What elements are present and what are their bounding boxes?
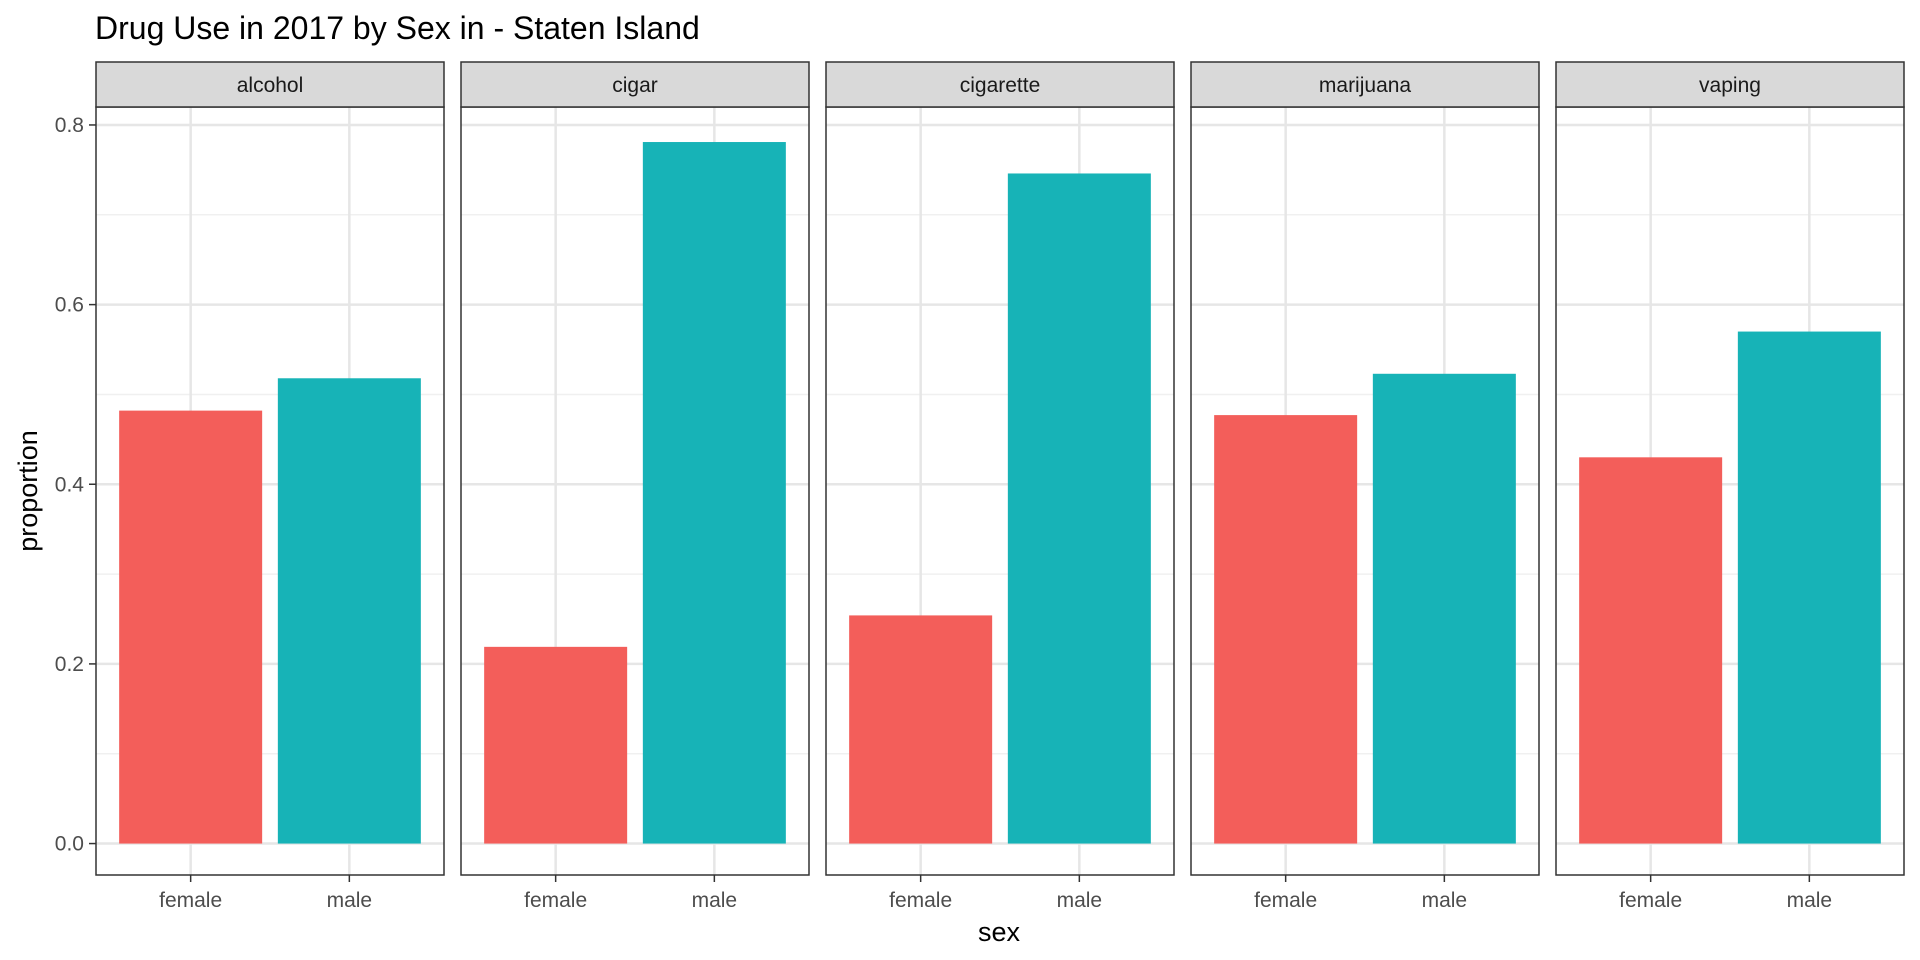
y-axis: 0.0 0.2 0.4 0.6 0.8 (55, 114, 96, 856)
y-tick-label: 0.0 (55, 833, 84, 856)
facet-strip (95, 61, 445, 108)
x-tick-label: female (1619, 889, 1682, 912)
bar-alcohol-female (119, 410, 263, 844)
bar-marijuana-female (1214, 415, 1358, 844)
x-tick-label: male (1057, 889, 1103, 912)
facet-panel-cigarette: cigarette female male (825, 61, 1175, 912)
x-tick-label: male (327, 889, 373, 912)
facet-strip-label: vaping (1699, 74, 1761, 97)
facet-strip (460, 61, 810, 108)
facet-strip (1555, 61, 1905, 108)
y-tick-label: 0.2 (55, 653, 84, 676)
facet-panel-cigar: cigar female male (460, 61, 810, 912)
x-tick-label: female (1254, 889, 1317, 912)
bar-cigarette-male (1007, 173, 1151, 844)
facet-strip-label: cigar (612, 74, 658, 97)
x-tick-label: female (524, 889, 587, 912)
y-tick-label: 0.4 (55, 473, 85, 496)
x-tick-label: male (692, 889, 738, 912)
x-axis-title: sex (978, 917, 1021, 947)
bar-cigarette-female (849, 615, 993, 844)
x-tick-label: female (159, 889, 222, 912)
chart-title: Drug Use in 2017 by Sex in - Staten Isla… (95, 10, 700, 46)
facet-panel-vaping: vaping female male (1555, 61, 1905, 912)
facet-panel-marijuana: marijuana female male (1190, 61, 1540, 912)
x-tick-label: male (1422, 889, 1468, 912)
y-tick-label: 0.8 (55, 114, 84, 137)
y-tick-label: 0.6 (55, 294, 84, 317)
facet-strip-label: cigarette (960, 74, 1041, 97)
bar-alcohol-male (277, 378, 421, 844)
facet-strip (1190, 61, 1540, 108)
x-tick-label: female (889, 889, 952, 912)
facet-strip (825, 61, 1175, 108)
x-tick-label: male (1787, 889, 1833, 912)
facet-strip-label: alcohol (237, 74, 304, 97)
bar-vaping-male (1737, 331, 1881, 844)
bar-cigar-male (642, 142, 786, 844)
y-axis-title: proportion (13, 430, 43, 552)
bar-cigar-female (484, 646, 628, 844)
facet-panel-alcohol: alcohol female male (95, 61, 445, 912)
facet-strip-label: marijuana (1319, 74, 1412, 97)
bar-vaping-female (1579, 457, 1723, 844)
bar-marijuana-male (1372, 373, 1516, 844)
